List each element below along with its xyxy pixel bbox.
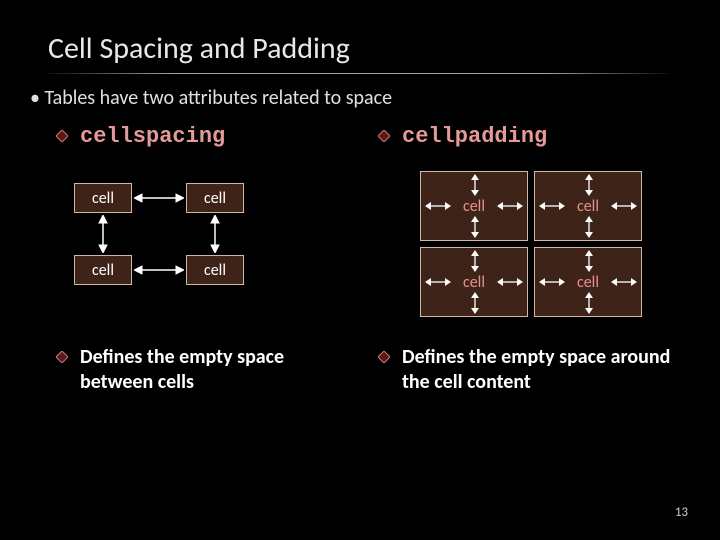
arrow-icon <box>539 276 565 288</box>
padding-cell-label: cell <box>463 197 485 216</box>
arrow-icon <box>497 200 523 212</box>
arrow-icon <box>469 216 481 238</box>
arrow-icon <box>583 250 595 272</box>
spacing-grid: cell cell cell cell <box>74 183 264 303</box>
arrow-icon <box>134 263 184 277</box>
spacing-cell: cell <box>186 183 244 213</box>
padding-cell: cell <box>420 247 528 317</box>
padding-cell: cell <box>534 171 642 241</box>
spacing-cell: cell <box>74 255 132 285</box>
attr-heading-row: cellspacing <box>56 124 358 149</box>
page-number: 13 <box>675 505 688 520</box>
attr-name-cellspacing: cellspacing <box>80 124 225 149</box>
arrow-icon <box>611 276 637 288</box>
padding-grid: cell cell cell <box>420 171 642 317</box>
padding-cell: cell <box>420 171 528 241</box>
arrow-icon <box>96 215 110 253</box>
arrow-icon <box>469 292 481 314</box>
attr-name-cellpadding: cellpadding <box>402 124 547 149</box>
padding-cell-label: cell <box>577 273 599 292</box>
arrow-icon <box>469 174 481 196</box>
slide: Cell Spacing and Padding Tables have two… <box>0 0 720 540</box>
definition-cellpadding: Defines the empty space around the cell … <box>402 345 680 395</box>
padding-cell: cell <box>534 247 642 317</box>
title-separator <box>48 73 668 74</box>
arrow-icon <box>539 200 565 212</box>
spacing-cell: cell <box>74 183 132 213</box>
column-cellpadding: cellpadding cell cell <box>378 124 680 411</box>
arrow-icon <box>425 200 451 212</box>
page-title: Cell Spacing and Padding <box>48 30 720 67</box>
definition-row: Defines the empty space around the cell … <box>378 345 680 395</box>
arrow-icon <box>134 191 184 205</box>
subtitle: Tables have two attributes related to sp… <box>30 86 720 110</box>
spacing-cell: cell <box>186 255 244 285</box>
arrow-icon <box>583 292 595 314</box>
padding-cell-label: cell <box>463 273 485 292</box>
cellpadding-diagram: cell cell cell <box>378 165 680 335</box>
column-cellspacing: cellspacing cell cell cell cell <box>56 124 358 411</box>
arrow-icon <box>208 215 222 253</box>
attr-heading-row: cellpadding <box>378 124 680 149</box>
diamond-bullet-icon <box>378 130 390 142</box>
padding-cell-label: cell <box>577 197 599 216</box>
arrow-icon <box>497 276 523 288</box>
definition-row: Defines the empty space between cells <box>56 345 358 395</box>
arrow-icon <box>469 250 481 272</box>
arrow-icon <box>583 216 595 238</box>
diamond-bullet-icon <box>56 351 68 363</box>
diamond-bullet-icon <box>56 130 68 142</box>
arrow-icon <box>611 200 637 212</box>
arrow-icon <box>583 174 595 196</box>
diamond-bullet-icon <box>378 351 390 363</box>
columns: cellspacing cell cell cell cell <box>0 124 720 411</box>
definition-cellspacing: Defines the empty space between cells <box>80 345 358 395</box>
cellspacing-diagram: cell cell cell cell <box>56 165 358 335</box>
arrow-icon <box>425 276 451 288</box>
